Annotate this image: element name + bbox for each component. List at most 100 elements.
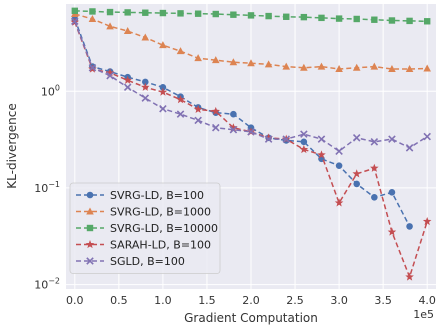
legend-box [69, 182, 221, 274]
data-point [335, 65, 343, 73]
series-layer [70, 7, 432, 281]
data-point [124, 9, 131, 16]
legend-marker [86, 191, 94, 199]
data-point [317, 62, 326, 70]
data-point [405, 65, 414, 73]
data-point [300, 13, 308, 21]
data-point [335, 15, 343, 22]
data-point [176, 95, 185, 104]
legend-marker [86, 207, 94, 215]
data-point [405, 144, 414, 152]
data-point [194, 116, 202, 125]
x-tick-label: 1.5 [198, 294, 216, 307]
data-point [388, 189, 396, 196]
data-point [299, 144, 309, 154]
data-point [230, 11, 237, 18]
x-tick-label: 4.0 [418, 294, 436, 307]
legend-marker [86, 257, 94, 265]
tick-labels: 0.0 0.5 1.0 1.5 2.0 2.5 3.0 3.5 4.0 100 10−1 10−2 [34, 83, 436, 307]
data-point [300, 138, 308, 146]
data-point [335, 162, 343, 169]
legend-item: SVRG-LD, B=10000 [76, 222, 218, 235]
data-point [317, 150, 326, 159]
data-point [318, 14, 325, 22]
legend-label: SVRG-LD, B=100 [110, 189, 204, 202]
data-point [176, 110, 185, 118]
data-point [282, 135, 291, 143]
legend-label: SGLD, B=100 [110, 255, 185, 268]
x-tick-label: 0.0 [66, 294, 84, 307]
data-point [352, 63, 361, 71]
data-point [123, 27, 132, 35]
x-tick-label: 1.0 [154, 294, 172, 307]
data-point [334, 198, 344, 207]
x-axis-label: Gradient Computation [184, 311, 318, 325]
data-point [265, 12, 272, 20]
data-point [177, 10, 184, 17]
data-point [353, 180, 361, 188]
data-point [71, 7, 79, 15]
data-point [142, 9, 149, 16]
series-2 [71, 7, 431, 25]
data-point [423, 132, 431, 141]
data-point [300, 63, 308, 71]
data-point [159, 104, 167, 113]
legend: SVRG-LD, B=100 SVRG-LD, B=1000 SVRG-LD, B=… [69, 182, 221, 274]
data-point [212, 10, 219, 18]
data-point [141, 33, 150, 41]
x-tick-label: 2.0 [242, 294, 260, 307]
data-point [211, 123, 220, 132]
x-tick-label: 2.5 [286, 294, 304, 307]
data-point [264, 135, 273, 143]
data-point [141, 78, 149, 86]
x-tick-label: 3.0 [330, 294, 348, 307]
data-point [371, 193, 378, 201]
legend-label: SVRG-LD, B=1000 [110, 206, 211, 219]
data-point [352, 134, 361, 142]
data-point [159, 9, 167, 17]
data-point [88, 14, 97, 22]
data-point [300, 130, 308, 138]
data-point [106, 22, 114, 30]
data-point [352, 169, 361, 178]
x-tick-label: 0.5 [110, 294, 128, 307]
legend-item: SGLD, B=100 [76, 255, 185, 268]
data-point [141, 82, 150, 91]
data-point [88, 64, 97, 72]
data-point [388, 17, 396, 24]
series-line [74, 21, 428, 153]
legend-item: SVRG-LD, B=100 [76, 189, 204, 202]
data-point [264, 133, 273, 142]
data-point [106, 8, 114, 16]
data-point [229, 123, 238, 132]
grid [66, 4, 436, 289]
legend-marker [85, 240, 95, 249]
data-point [370, 138, 379, 146]
data-point [211, 106, 221, 115]
legend-label: SVRG-LD, B=10000 [110, 222, 218, 235]
data-point [194, 10, 202, 17]
data-point [159, 83, 167, 91]
data-point [123, 75, 132, 84]
y-tick-label: 100 [41, 83, 60, 98]
data-point [230, 110, 237, 118]
data-point [370, 163, 379, 172]
y-axis-label: KL-divergence [5, 103, 19, 188]
data-point [247, 128, 255, 136]
legend-label: SARAH-LD, B=100 [110, 239, 211, 252]
legend-marker [86, 224, 94, 232]
data-point [422, 216, 432, 226]
data-point [317, 135, 326, 143]
data-point [387, 227, 397, 236]
data-point [264, 60, 273, 68]
legend-item: SVRG-LD, B=1000 [76, 206, 211, 219]
data-point [229, 58, 238, 66]
data-point [176, 47, 185, 55]
data-point [406, 223, 413, 230]
data-point [423, 18, 431, 25]
data-point [283, 13, 290, 20]
data-point [388, 135, 396, 143]
data-point [353, 15, 360, 23]
data-point [106, 71, 114, 80]
data-point [388, 65, 396, 73]
